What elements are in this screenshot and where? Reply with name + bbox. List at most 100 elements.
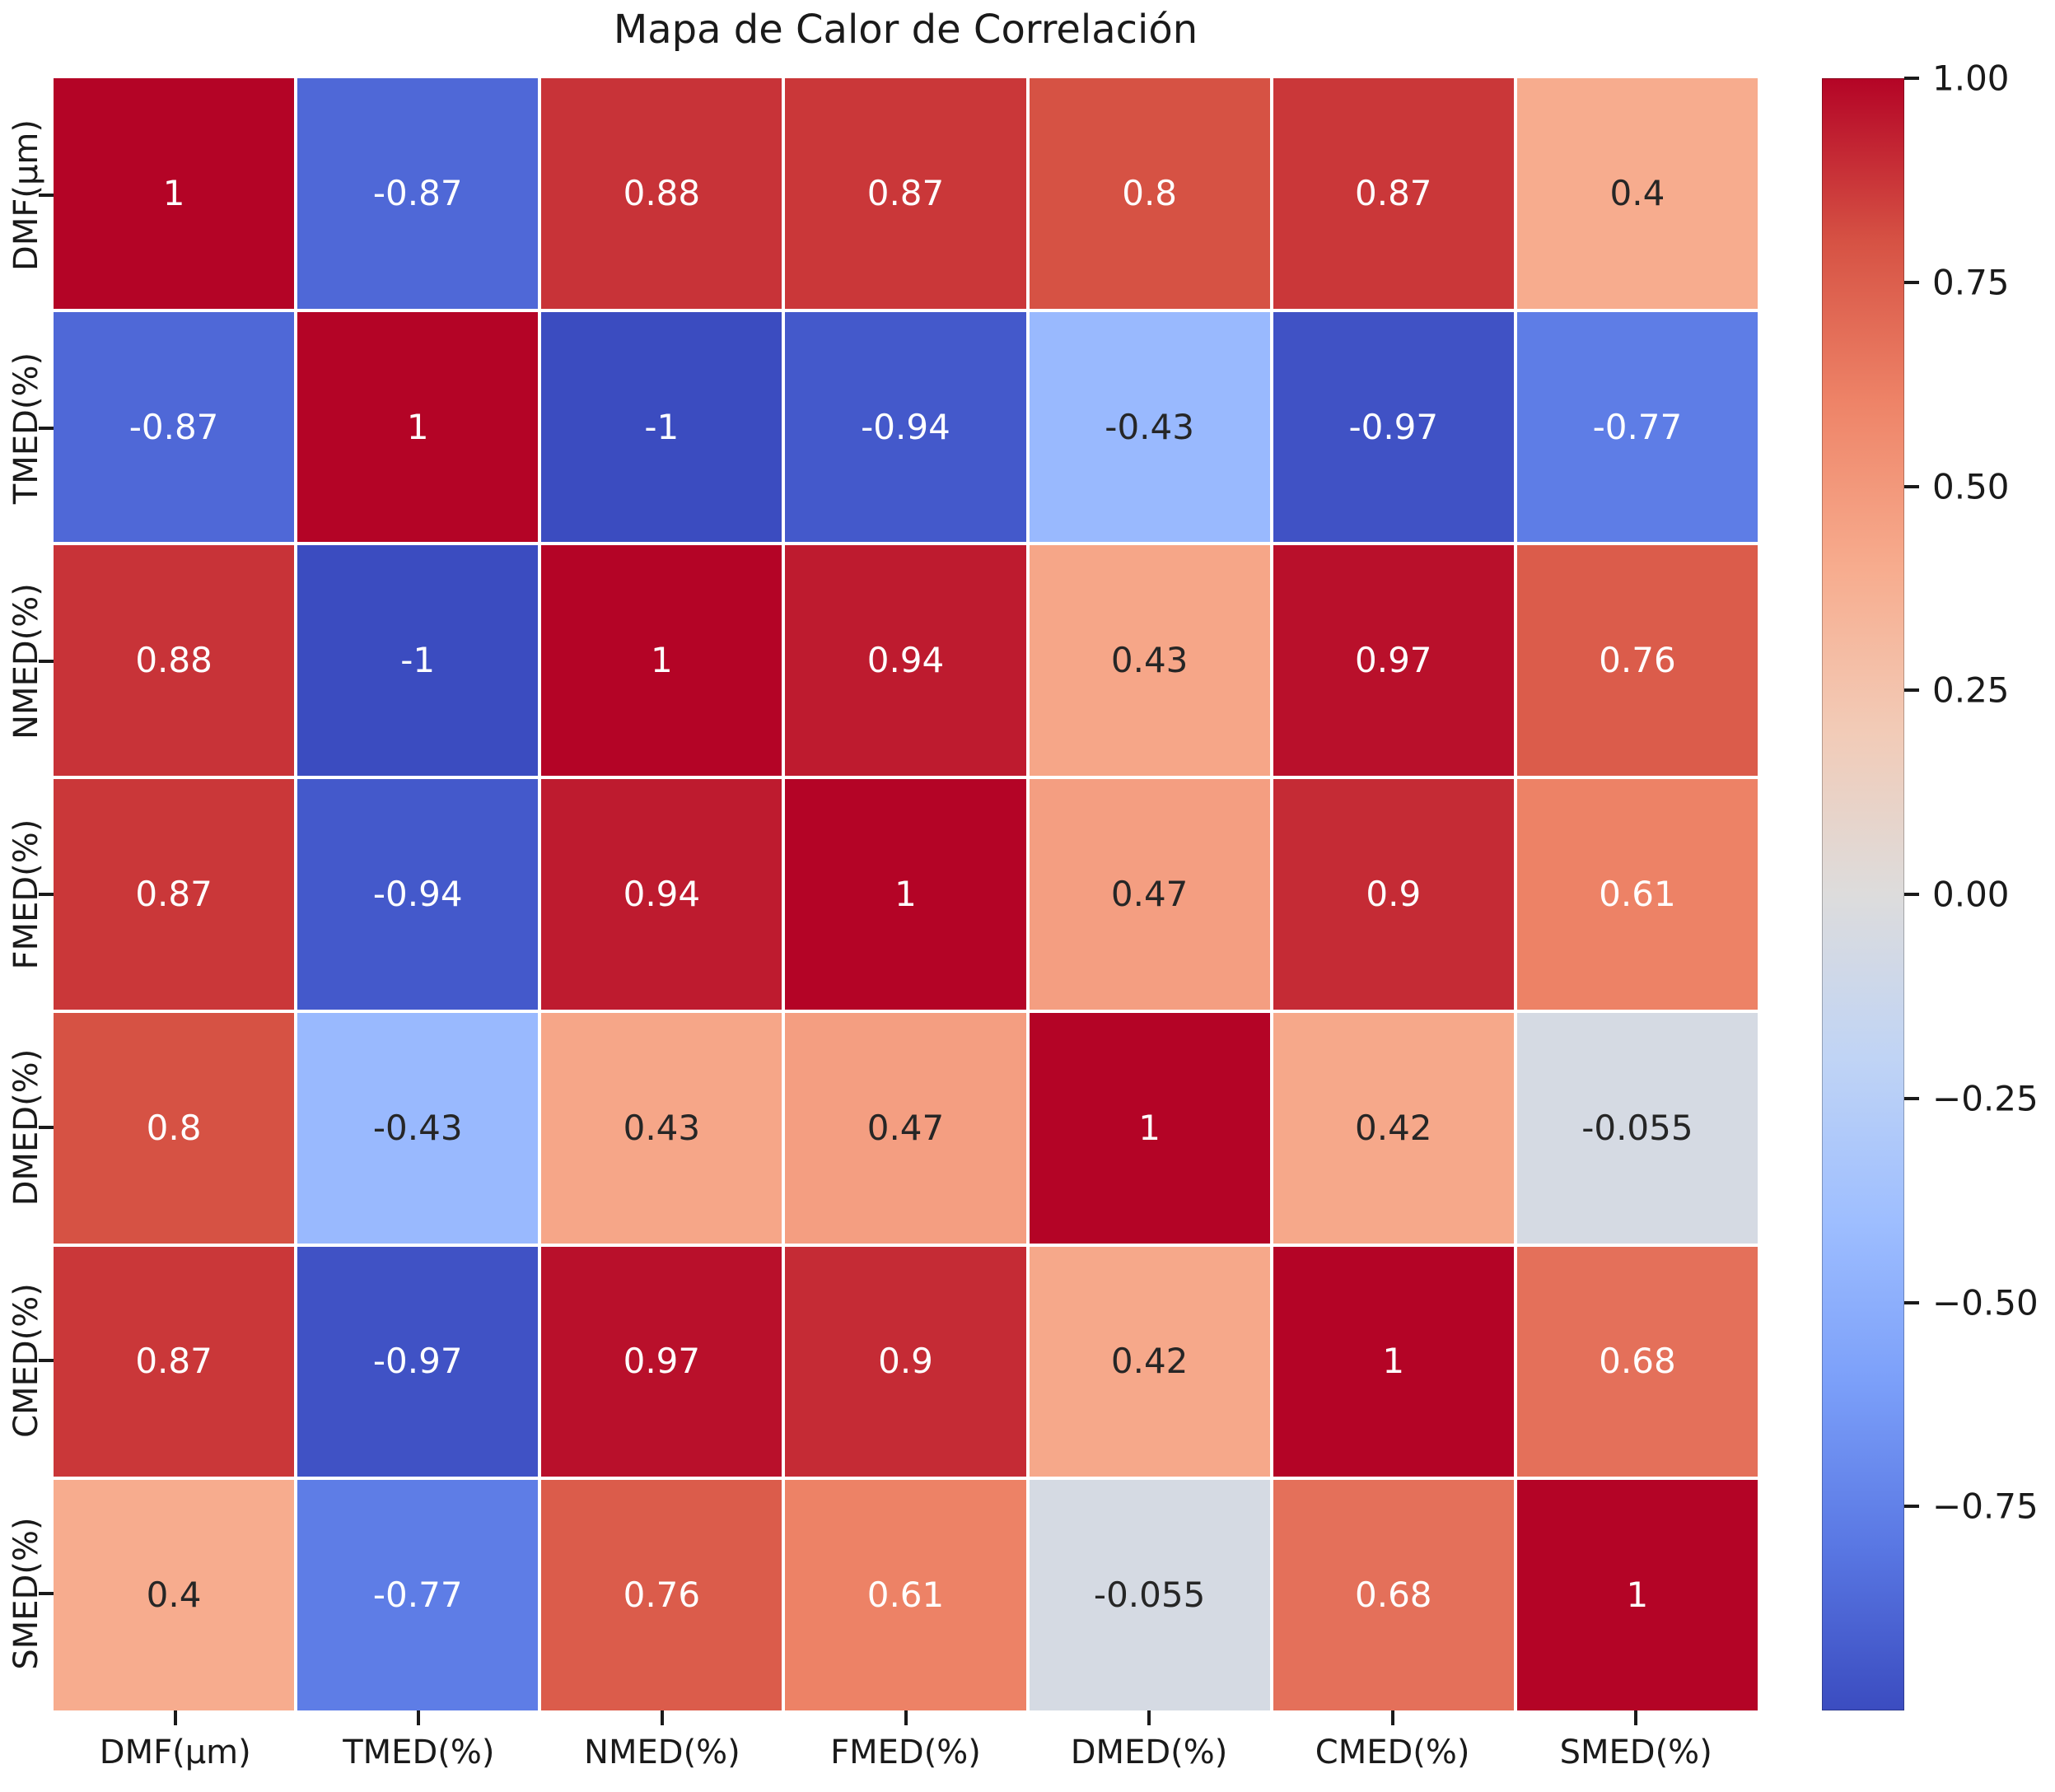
colorbar-tick-mark <box>1904 1505 1919 1509</box>
heatmap-cell: 0.4 <box>54 1480 295 1710</box>
heatmap-cell: 0.88 <box>541 78 782 309</box>
cell-value: 0.88 <box>135 640 213 681</box>
cell-value: 1 <box>650 640 673 681</box>
cell-value: 1 <box>894 873 917 914</box>
heatmap-cell: -0.77 <box>297 1480 539 1710</box>
cell-value: 0.61 <box>1599 873 1676 914</box>
heatmap-cell: -0.87 <box>54 311 295 543</box>
x-tick-label: SMED(%) <box>1559 1734 1712 1771</box>
heatmap-cell: -0.055 <box>1516 1012 1758 1244</box>
cell-value: 1 <box>406 406 429 447</box>
heatmap-cell: 0.87 <box>785 78 1026 309</box>
heatmap-cell: 0.76 <box>541 1480 782 1710</box>
cell-value: -0.77 <box>1592 406 1683 447</box>
colorbar-tick-label: 0.00 <box>1932 874 2010 915</box>
x-tick-label: FMED(%) <box>830 1734 981 1771</box>
heatmap-cell: 0.42 <box>1273 1012 1514 1244</box>
y-tick-mark <box>39 426 54 430</box>
heatmap-cell: 0.87 <box>54 1246 295 1477</box>
heatmap-cell: 0.43 <box>541 1012 782 1244</box>
cell-value: 0.76 <box>1599 640 1676 681</box>
y-tick-mark <box>39 893 54 896</box>
cell-value: 0.68 <box>1355 1575 1432 1616</box>
cell-value: -0.97 <box>372 1341 463 1382</box>
cell-value: -1 <box>400 640 436 681</box>
cell-value: 0.87 <box>866 172 945 213</box>
heatmap-cell: 0.61 <box>785 1480 1026 1710</box>
cell-value: -1 <box>644 406 680 447</box>
heatmap-cell: -0.055 <box>1029 1480 1270 1710</box>
heatmap-cell: 1 <box>1029 1012 1270 1244</box>
heatmap-cell: 0.97 <box>1273 545 1514 777</box>
heatmap-cell: 0.8 <box>54 1012 295 1244</box>
x-tick-mark <box>660 1710 664 1725</box>
x-tick-mark <box>173 1710 177 1725</box>
cell-value: -0.87 <box>128 406 219 447</box>
cell-value: -0.055 <box>1093 1575 1206 1616</box>
heatmap-cell: -0.87 <box>297 78 539 309</box>
colorbar-tick-label: −0.75 <box>1932 1486 2039 1527</box>
colorbar-tick-mark <box>1904 688 1919 693</box>
cell-value: 0.8 <box>1122 172 1178 213</box>
heatmap-cell: 1 <box>785 779 1026 1010</box>
colorbar-tick-label: −0.25 <box>1932 1078 2039 1119</box>
heatmap-cell: 1 <box>54 78 295 309</box>
heatmap-cell: -0.97 <box>297 1246 539 1477</box>
heatmap-cell: 0.43 <box>1029 545 1270 777</box>
cell-value: 0.87 <box>135 873 213 914</box>
cell-value: -0.87 <box>372 172 463 213</box>
cell-value: 0.94 <box>623 873 701 914</box>
heatmap-cell: 0.9 <box>785 1246 1026 1477</box>
heatmap-cell: 0.4 <box>1516 78 1758 309</box>
x-tick-label: TMED(%) <box>343 1734 495 1771</box>
cell-value: 0.97 <box>623 1341 701 1382</box>
colorbar-tick-label: 0.50 <box>1932 466 2010 506</box>
colorbar-gradient <box>1822 78 1904 1710</box>
heatmap-cell: 0.97 <box>541 1246 782 1477</box>
heatmap-cell: 0.94 <box>785 545 1026 777</box>
x-tick-label: CMED(%) <box>1315 1734 1470 1771</box>
cell-value: 0.47 <box>866 1107 945 1148</box>
cell-value: 0.97 <box>1355 640 1432 681</box>
heatmap-cell: -0.94 <box>297 779 539 1010</box>
cell-value: 0.43 <box>623 1107 701 1148</box>
y-tick-mark <box>39 1126 54 1130</box>
cell-value: -0.43 <box>1105 406 1194 447</box>
cell-value: -0.77 <box>372 1575 463 1616</box>
cell-value: -0.94 <box>861 406 950 447</box>
heatmap-cell: 0.87 <box>54 779 295 1010</box>
x-tick-label: NMED(%) <box>584 1734 740 1771</box>
chart-title: Mapa de Calor de Correlación <box>613 7 1198 53</box>
cell-value: 1 <box>162 172 185 213</box>
colorbar-tick-mark <box>1904 1096 1919 1100</box>
cell-value: -0.94 <box>372 873 463 914</box>
cell-value: 0.9 <box>878 1341 933 1382</box>
heatmap-cell: 0.94 <box>541 779 782 1010</box>
y-tick-mark <box>39 193 54 197</box>
cell-value: 0.87 <box>135 1341 213 1382</box>
cell-value: 0.94 <box>866 640 945 681</box>
heatmap-cell: 0.68 <box>1273 1480 1514 1710</box>
heatmap-cell: 0.87 <box>1273 78 1514 309</box>
cell-value: -0.97 <box>1348 406 1439 447</box>
cell-value: 0.42 <box>1355 1107 1432 1148</box>
colorbar-tick-mark <box>1904 280 1919 284</box>
heatmap-cell: -1 <box>297 545 539 777</box>
cell-value: 0.87 <box>1355 172 1432 213</box>
cell-value: 0.4 <box>146 1575 202 1616</box>
heatmap-cell: 0.42 <box>1029 1246 1270 1477</box>
y-tick-mark <box>39 659 54 663</box>
cell-value: 0.68 <box>1599 1341 1676 1382</box>
heatmap-cell: 0.68 <box>1516 1246 1758 1477</box>
cell-value: 1 <box>1138 1107 1161 1148</box>
cell-value: 0.47 <box>1110 873 1189 914</box>
colorbar-tick-mark <box>1904 484 1919 488</box>
heatmap-cell: 0.47 <box>1029 779 1270 1010</box>
heatmap-cell: -1 <box>541 311 782 543</box>
x-tick-label: DMF(μm) <box>99 1734 251 1771</box>
cell-value: 1 <box>1626 1575 1649 1616</box>
heatmap-cell: 0.47 <box>785 1012 1026 1244</box>
heatmap-cell: -0.97 <box>1273 311 1514 543</box>
heatmap-cell: 1 <box>1273 1246 1514 1477</box>
